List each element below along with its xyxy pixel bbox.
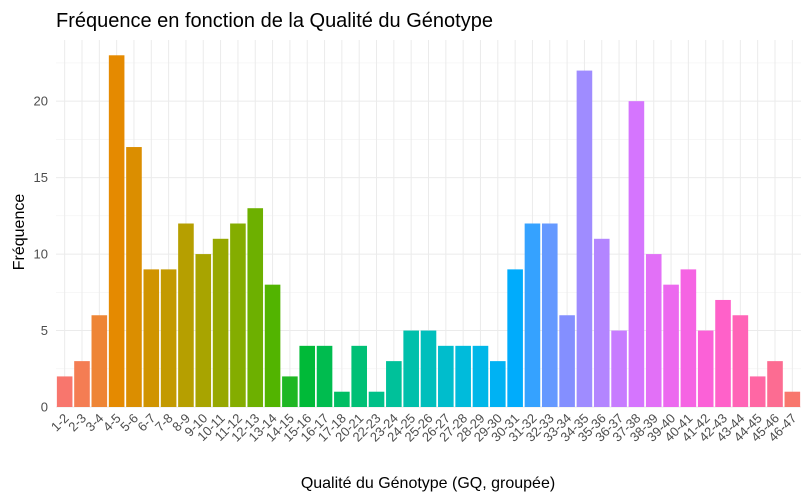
y-tick-label: 15 — [34, 170, 48, 185]
bar-2-3 — [74, 361, 90, 407]
bar-41-42 — [697, 330, 714, 407]
bar-38-39 — [645, 254, 662, 407]
bar-6-7 — [143, 269, 160, 407]
bar-4-5 — [108, 55, 125, 408]
chart-title: Fréquence en fonction de la Qualité du G… — [56, 10, 493, 32]
x-tick-labels: 1-22-33-44-55-66-77-88-99-1010-1111-1212… — [48, 411, 800, 445]
y-axis-title: Fréquence — [11, 194, 28, 271]
bar-11-12 — [230, 223, 246, 407]
bar-17-18 — [334, 391, 350, 407]
bars — [56, 55, 801, 408]
bar-27-28 — [455, 345, 471, 407]
bar-28-29 — [472, 345, 489, 407]
bar-8-9 — [178, 223, 194, 407]
bar-23-24 — [386, 361, 402, 407]
bar-45-46 — [767, 361, 783, 407]
y-tick-labels: 0 5 10 15 20 — [34, 94, 48, 415]
bar-14-15 — [282, 376, 298, 407]
y-tick-label: 10 — [34, 247, 48, 262]
bar-20-21 — [351, 345, 367, 407]
bar-37-38 — [628, 101, 645, 408]
bar-16-17 — [316, 345, 333, 407]
x-axis-title: Qualité du Génotype (GQ, groupée) — [301, 475, 555, 492]
bar-33-34 — [559, 315, 575, 407]
bar-3-4 — [91, 315, 108, 407]
y-tick-label: 20 — [34, 94, 48, 109]
y-tick-label: 0 — [41, 400, 48, 415]
bar-1-2 — [56, 376, 73, 407]
bar-40-41 — [680, 269, 697, 407]
bar-10-11 — [212, 238, 229, 407]
bar-25-26 — [420, 330, 437, 407]
bar-31-32 — [524, 223, 541, 407]
bar-35-36 — [593, 238, 610, 407]
bar-42-43 — [715, 299, 731, 407]
bar-30-31 — [507, 269, 523, 407]
bar-5-6 — [126, 147, 142, 407]
bar-34-35 — [576, 70, 593, 407]
bar-15-16 — [299, 345, 316, 407]
bar-24-25 — [403, 330, 419, 407]
bar-22-23 — [368, 391, 385, 407]
bar-32-33 — [541, 223, 558, 407]
y-tick-label: 5 — [41, 323, 48, 338]
bar-44-45 — [749, 376, 766, 407]
bar-36-37 — [611, 330, 627, 407]
bar-43-44 — [732, 315, 749, 407]
bar-29-30 — [490, 361, 506, 407]
bar-7-8 — [160, 269, 177, 407]
bar-46-47 — [784, 391, 801, 407]
bar-12-13 — [247, 208, 264, 407]
bar-26-27 — [438, 345, 454, 407]
bar-39-40 — [663, 284, 679, 407]
bar-13-14 — [264, 284, 281, 407]
bar-9-10 — [195, 254, 212, 407]
